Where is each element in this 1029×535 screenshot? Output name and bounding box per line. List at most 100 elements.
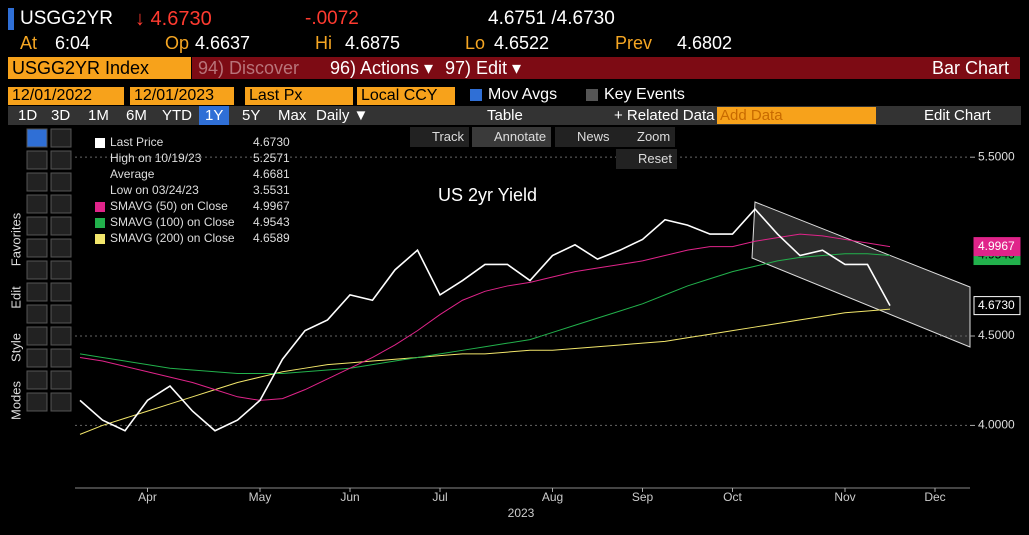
period-button[interactable]: 3D <box>51 107 71 124</box>
actions-menu[interactable]: 96) Actions ▾ <box>330 58 434 78</box>
tool-icon[interactable] <box>50 282 72 302</box>
tool-icon[interactable] <box>26 392 48 412</box>
tool-icon[interactable] <box>26 238 48 258</box>
tool-icon[interactable] <box>50 172 72 192</box>
key-events-checkbox[interactable] <box>586 89 598 101</box>
tool-icon[interactable] <box>26 348 48 368</box>
moving-average <box>79 233 891 401</box>
last-value-box <box>973 296 1021 316</box>
tool-icon[interactable] <box>50 326 72 346</box>
legend-label: SMAVG (50) on Close <box>110 199 228 213</box>
x-tick-label: Oct <box>723 490 742 504</box>
tool-icon[interactable] <box>50 216 72 236</box>
period-button[interactable]: Max <box>278 107 307 124</box>
channel-annotation[interactable] <box>751 201 971 348</box>
discover-menu[interactable]: 94) Discover <box>198 58 300 78</box>
period-button[interactable]: 1M <box>88 107 109 124</box>
x-axis-label: 2023 <box>508 506 535 520</box>
tool-icon[interactable] <box>50 348 72 368</box>
chart-button[interactable]: Zoom <box>615 127 676 147</box>
moving-average <box>79 253 891 375</box>
mov-avgs-checkbox[interactable] <box>470 89 482 101</box>
table-button[interactable]: Table <box>487 107 523 124</box>
stat-value: 6:04 <box>55 33 91 53</box>
side-tab[interactable]: Style <box>8 333 24 362</box>
period-button[interactable]: 1Y <box>199 106 230 125</box>
stat-label: Prev <box>615 33 653 53</box>
legend-label: SMAVG (200) on Close <box>110 231 235 245</box>
legend-box <box>80 133 295 248</box>
period-button[interactable]: YTD <box>162 107 192 124</box>
security-field[interactable]: USGG2YR Index <box>8 57 191 79</box>
chart-button[interactable]: News <box>555 127 615 147</box>
legend-value: 4.9543 <box>253 215 290 229</box>
tool-icon[interactable] <box>50 260 72 280</box>
legend-swatch <box>95 234 105 244</box>
legend-swatch <box>95 202 105 212</box>
legend-swatch <box>95 138 105 148</box>
end-date[interactable]: 12/01/2023 <box>130 87 234 105</box>
add-data[interactable]: Add Data <box>717 107 876 124</box>
x-tick-label: Jun <box>340 490 359 504</box>
tool-icon[interactable] <box>26 260 48 280</box>
chart-button[interactable]: Annotate <box>472 127 552 147</box>
legend-value: 4.9967 <box>253 199 290 213</box>
tool-icon[interactable] <box>50 370 72 390</box>
y-tick-label: 4.5000 <box>978 328 1015 342</box>
chart-button[interactable]: Reset <box>616 149 677 169</box>
tool-icon[interactable] <box>26 194 48 214</box>
tool-icon[interactable] <box>26 150 48 170</box>
tool-icon[interactable] <box>50 150 72 170</box>
chart-button[interactable]: Track <box>410 127 470 147</box>
edit-menu[interactable]: 97) Edit ▾ <box>445 58 522 78</box>
tool-icon[interactable] <box>26 326 48 346</box>
x-tick-label: Nov <box>834 490 855 504</box>
period-button[interactable]: 6M <box>126 107 147 124</box>
net-change: -.0072 <box>305 8 359 29</box>
legend-label: Low on 03/24/23 <box>110 183 199 197</box>
key-events-label[interactable]: Key Events <box>604 86 685 103</box>
tool-icon[interactable] <box>50 238 72 258</box>
ticker: USGG2YR <box>20 8 113 29</box>
related-data[interactable]: + Related Data <box>614 107 715 124</box>
legend-value: 3.5531 <box>253 183 290 197</box>
legend-label: Last Price <box>110 135 164 149</box>
bid-ask: 4.6751 /4.6730 <box>488 8 615 29</box>
last-value-label: 4.6730 <box>978 298 1015 312</box>
tool-icon[interactable] <box>50 194 72 214</box>
legend-value: 4.6681 <box>253 167 290 181</box>
chart-title: US 2yr Yield <box>438 185 537 205</box>
menu-bar <box>192 57 1020 79</box>
ticker-marker <box>8 8 14 30</box>
tool-icon[interactable] <box>26 304 48 324</box>
start-date[interactable]: 12/01/2022 <box>8 87 124 105</box>
period-button[interactable]: 5Y <box>242 107 261 124</box>
stat-value: 4.6802 <box>677 33 733 53</box>
currency-select[interactable]: Local CCY <box>357 87 455 105</box>
price-line <box>79 207 891 432</box>
tool-icon[interactable] <box>50 392 72 412</box>
stat-label: Hi <box>315 33 332 53</box>
field-select[interactable]: Last Px <box>245 87 353 105</box>
tool-icon[interactable] <box>50 128 72 148</box>
tool-icon[interactable] <box>50 304 72 324</box>
tool-icon[interactable] <box>26 128 48 148</box>
legend-swatch <box>95 218 105 228</box>
stat-label: Lo <box>465 33 486 53</box>
mov-avgs-label[interactable]: Mov Avgs <box>488 86 558 103</box>
legend-value: 4.6589 <box>253 231 290 245</box>
period-button[interactable]: 1D <box>18 107 38 124</box>
tool-icon[interactable] <box>26 370 48 390</box>
stat-value: 4.6875 <box>345 33 401 53</box>
x-tick-label: Dec <box>924 490 945 504</box>
tool-icon[interactable] <box>26 216 48 236</box>
edit-chart[interactable]: Edit Chart <box>924 107 991 124</box>
x-tick-label: Jul <box>432 490 447 504</box>
x-tick-label: Aug <box>542 490 563 504</box>
side-tab[interactable]: Favorites <box>8 212 24 267</box>
tool-icon[interactable] <box>26 282 48 302</box>
tool-icon[interactable] <box>26 172 48 192</box>
frequency[interactable]: Daily ▼ <box>316 107 369 124</box>
side-tab[interactable]: Modes <box>8 380 24 421</box>
